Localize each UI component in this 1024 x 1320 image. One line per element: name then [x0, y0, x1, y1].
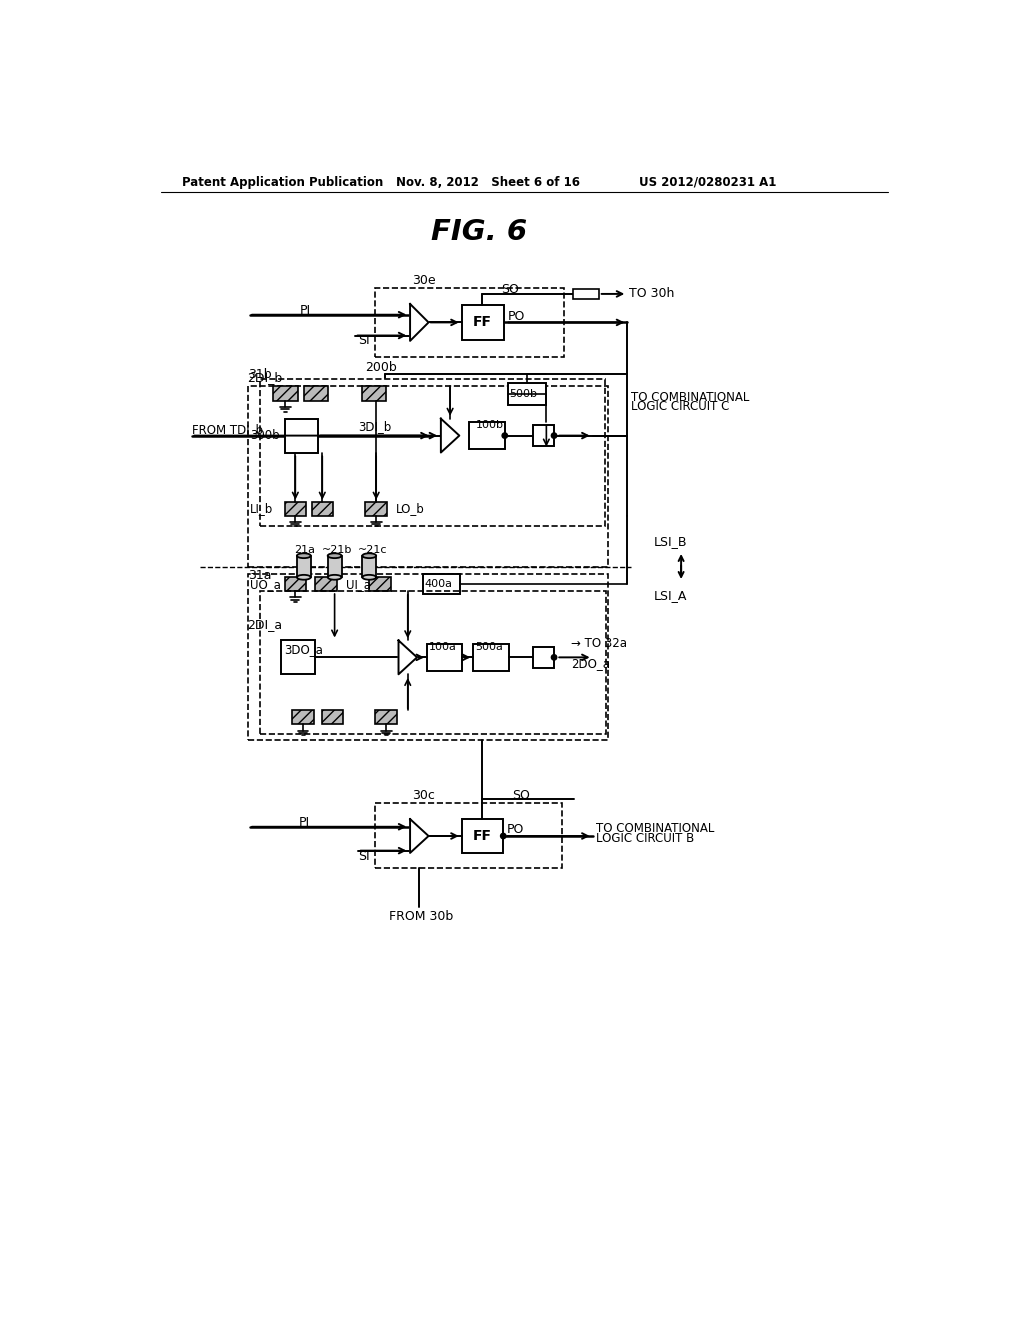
Bar: [285, 502, 306, 516]
Polygon shape: [441, 418, 460, 453]
Bar: [248, 385, 608, 566]
Text: LOGIC CIRCUIT C: LOGIC CIRCUIT C: [631, 400, 729, 413]
Bar: [328, 556, 342, 577]
Bar: [304, 385, 329, 401]
Text: 2DO_a: 2DO_a: [571, 657, 610, 671]
Ellipse shape: [297, 574, 310, 579]
Text: US 2012/0280231 A1: US 2012/0280231 A1: [639, 176, 776, 189]
Text: 31a: 31a: [248, 569, 271, 582]
Text: TO 30h: TO 30h: [629, 288, 674, 301]
Bar: [376, 803, 562, 869]
Bar: [260, 379, 605, 527]
Bar: [292, 710, 313, 725]
Text: UO_a: UO_a: [250, 578, 281, 591]
Circle shape: [502, 433, 508, 438]
Text: FROM 30b: FROM 30b: [388, 909, 453, 923]
Bar: [297, 556, 310, 577]
Text: 31b: 31b: [248, 367, 271, 380]
Bar: [285, 418, 318, 453]
Text: SO: SO: [512, 788, 530, 801]
Text: 500b: 500b: [509, 389, 538, 399]
Text: ~21b: ~21b: [323, 545, 352, 554]
Text: 100a: 100a: [429, 642, 457, 652]
Text: TO COMBINATIONAL: TO COMBINATIONAL: [596, 822, 715, 834]
Text: UI_a: UI_a: [346, 578, 371, 591]
Text: 100b: 100b: [475, 420, 504, 430]
Ellipse shape: [362, 553, 376, 558]
Ellipse shape: [328, 574, 342, 579]
Bar: [462, 818, 503, 853]
Text: FIG. 6: FIG. 6: [431, 218, 527, 246]
Ellipse shape: [297, 553, 310, 558]
Text: 500a: 500a: [475, 642, 504, 652]
Text: Patent Application Publication: Patent Application Publication: [182, 176, 383, 189]
Text: PI: PI: [298, 816, 309, 829]
Bar: [248, 574, 608, 739]
Bar: [315, 577, 337, 591]
Polygon shape: [398, 640, 417, 675]
Bar: [473, 644, 509, 671]
Bar: [469, 422, 505, 449]
Bar: [285, 577, 306, 591]
Bar: [322, 710, 343, 725]
Text: PO: PO: [508, 310, 525, 323]
Text: 400a: 400a: [425, 579, 453, 589]
Text: 21a: 21a: [294, 545, 314, 554]
Text: 3DI_b: 3DI_b: [357, 420, 391, 433]
Circle shape: [551, 655, 557, 660]
Bar: [532, 425, 554, 446]
Bar: [462, 305, 504, 341]
Text: LOGIC CIRCUIT B: LOGIC CIRCUIT B: [596, 832, 694, 845]
Bar: [376, 288, 564, 358]
Text: Nov. 8, 2012   Sheet 6 of 16: Nov. 8, 2012 Sheet 6 of 16: [396, 176, 581, 189]
Text: TO COMBINATIONAL: TO COMBINATIONAL: [631, 391, 750, 404]
Text: 30e: 30e: [412, 273, 435, 286]
Text: PO: PO: [507, 824, 524, 837]
Bar: [532, 647, 554, 668]
Text: 2DI_a: 2DI_a: [248, 618, 283, 631]
Text: FROM TDI_b: FROM TDI_b: [193, 422, 263, 436]
Ellipse shape: [328, 553, 342, 558]
Text: ~21c: ~21c: [357, 545, 387, 554]
Bar: [281, 640, 314, 675]
Bar: [572, 289, 599, 300]
Ellipse shape: [362, 574, 376, 579]
Bar: [361, 385, 386, 401]
Text: FF: FF: [473, 829, 492, 843]
Text: LO_b: LO_b: [396, 502, 425, 515]
Circle shape: [501, 833, 506, 838]
Text: 3DO_a: 3DO_a: [285, 643, 324, 656]
Text: → TO 32a: → TO 32a: [571, 638, 627, 649]
Bar: [508, 383, 547, 405]
Bar: [376, 710, 397, 725]
Bar: [427, 644, 463, 671]
Text: LSI_A: LSI_A: [654, 589, 687, 602]
Text: 30c: 30c: [412, 788, 434, 801]
Circle shape: [551, 433, 557, 438]
Text: SO: SO: [501, 282, 519, 296]
Bar: [366, 502, 387, 516]
Polygon shape: [410, 304, 429, 341]
Text: PI: PI: [300, 304, 311, 317]
Text: 2DI_b: 2DI_b: [248, 371, 283, 384]
Text: LI_b: LI_b: [250, 502, 273, 515]
Bar: [260, 591, 606, 734]
Bar: [311, 502, 333, 516]
Bar: [273, 385, 298, 401]
Text: LSI_B: LSI_B: [654, 536, 688, 548]
Text: 200b: 200b: [366, 362, 397, 375]
Bar: [423, 574, 460, 594]
Text: SI: SI: [358, 334, 370, 347]
Bar: [370, 577, 391, 591]
Bar: [362, 556, 376, 577]
Text: SI: SI: [358, 850, 370, 862]
Polygon shape: [410, 818, 429, 853]
Text: 300b: 300b: [250, 429, 280, 442]
Text: FF: FF: [473, 315, 492, 330]
